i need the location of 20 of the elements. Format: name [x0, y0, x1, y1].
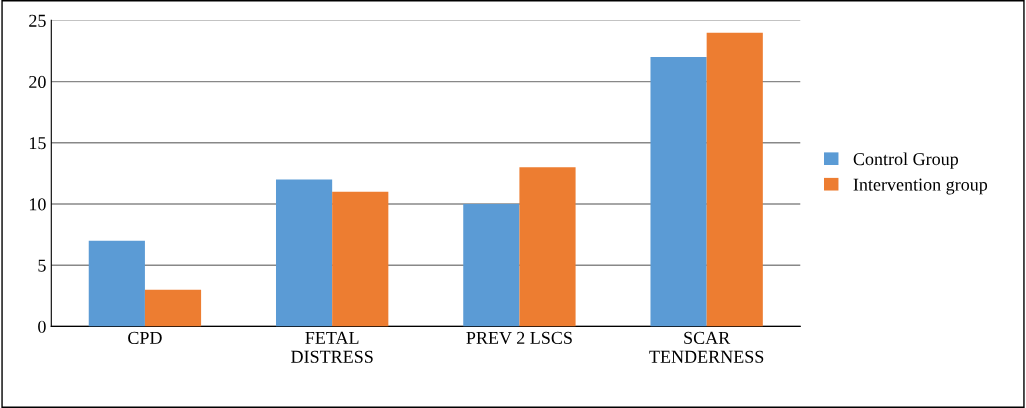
bar — [332, 191, 389, 327]
y-tick-label: 0 — [38, 320, 46, 333]
x-tick-label: CPD — [128, 331, 162, 344]
x-tick-label: SCAR TENDERNESS — [649, 331, 764, 363]
bar — [519, 167, 576, 327]
y-tick-label: 25 — [29, 14, 46, 27]
bar — [275, 179, 333, 327]
bar — [88, 240, 145, 327]
x-tick-label: FETAL DISTRESS — [291, 331, 373, 363]
y-tick-label: 20 — [29, 75, 46, 89]
x-tick-label: PREV 2 LSCS — [466, 331, 572, 345]
bar — [144, 289, 202, 327]
y-tick-label: 15 — [29, 137, 46, 150]
bar — [650, 57, 707, 327]
bar — [463, 204, 520, 327]
legend-label: Intervention group — [853, 178, 988, 195]
legend-label: Control Group — [853, 152, 959, 169]
y-tick-label: 5 — [38, 259, 46, 272]
bar — [706, 32, 763, 327]
y-tick-label: 10 — [29, 198, 46, 211]
